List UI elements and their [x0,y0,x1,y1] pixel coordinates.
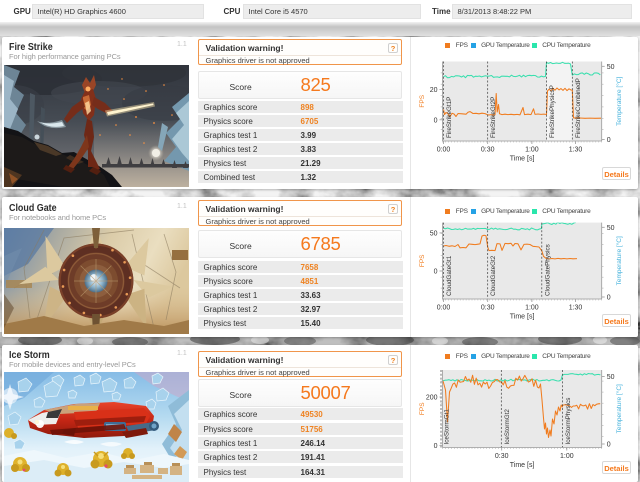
svg-text:FireStrikeCombinedP: FireStrikeCombinedP [575,78,582,138]
svg-text:50: 50 [430,231,438,238]
svg-text:0: 0 [607,295,611,302]
svg-text:200: 200 [426,395,438,402]
svg-text:0:30: 0:30 [481,305,495,312]
svg-text:Time [s]: Time [s] [510,462,535,469]
svg-text:0: 0 [607,137,611,144]
svg-text:CloudGateGt2: CloudGateGt2 [490,255,497,296]
svg-text:1:00: 1:00 [525,147,539,154]
svg-text:FireStrikeGt1P: FireStrikeGt1P [446,97,453,138]
svg-text:0:00: 0:00 [437,305,451,312]
svg-text:CloudGatePhysics: CloudGatePhysics [544,244,551,296]
svg-text:50: 50 [607,374,615,381]
svg-text:0:00: 0:00 [437,147,451,154]
svg-text:FPS: FPS [419,402,426,415]
svg-text:0:30: 0:30 [481,147,495,154]
svg-text:FireStrikeGt2P: FireStrikeGt2P [490,97,497,138]
svg-text:0:30: 0:30 [495,453,509,460]
svg-text:FPS: FPS [419,254,426,267]
svg-text:0: 0 [434,269,438,276]
svg-text:FPS: FPS [419,94,426,107]
svg-text:Temperature [°C]: Temperature [°C] [615,76,623,125]
svg-text:50: 50 [607,64,615,71]
svg-text:IceStormGt2: IceStormGt2 [504,409,511,445]
svg-text:1:00: 1:00 [525,305,539,312]
svg-text:0: 0 [434,117,438,124]
svg-text:1:00: 1:00 [560,453,574,460]
svg-text:50: 50 [607,225,615,232]
svg-text:20: 20 [430,87,438,94]
svg-text:IceStormPhysics: IceStormPhysics [565,398,572,445]
svg-text:FireStrikePhysicsP: FireStrikePhysicsP [549,85,556,138]
svg-text:Temperature [°C]: Temperature [°C] [615,384,623,433]
svg-text:Time [s]: Time [s] [510,156,535,163]
svg-text:Time [s]: Time [s] [510,314,535,321]
svg-text:0: 0 [434,443,438,450]
svg-text:1:30: 1:30 [569,305,583,312]
svg-text:IceStormGt1: IceStormGt1 [444,409,451,445]
svg-text:1:30: 1:30 [569,147,583,154]
svg-text:CloudGateGt1: CloudGateGt1 [446,255,453,296]
svg-text:0: 0 [607,442,611,449]
svg-text:Temperature [°C]: Temperature [°C] [615,236,623,285]
